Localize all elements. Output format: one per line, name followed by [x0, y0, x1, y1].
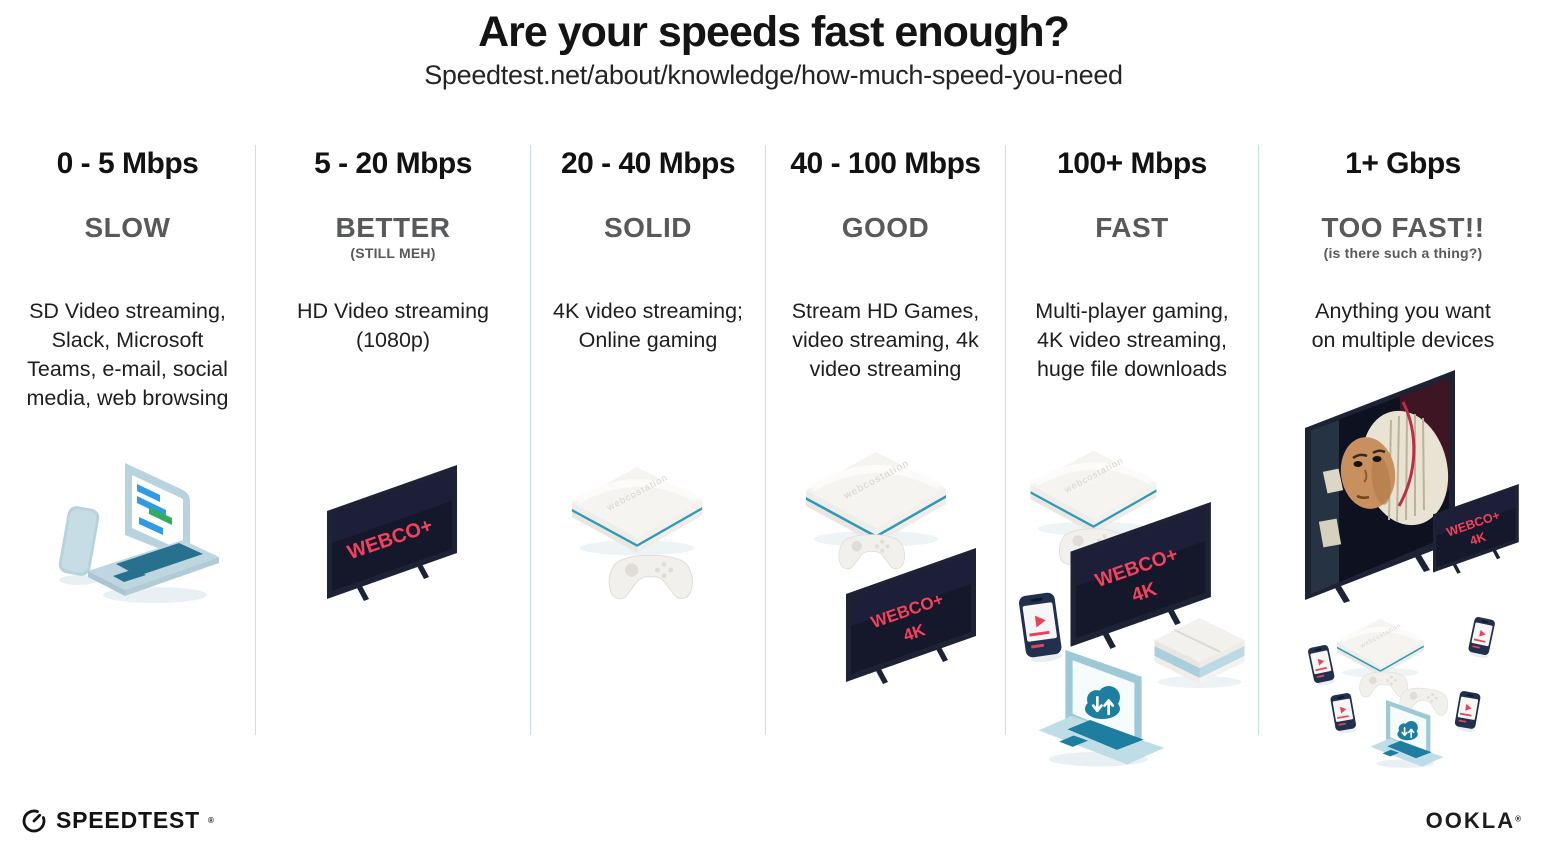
phone-video-icon: [1307, 644, 1336, 688]
phone-video-icon: [1329, 692, 1358, 735]
rating-label: SOLID: [603, 212, 693, 243]
laptop-cloud-download-icon: [1369, 699, 1445, 768]
speedtest-logo: SPEEDTEST ®: [20, 806, 214, 834]
speed-range: 1+ Gbps: [1345, 147, 1461, 180]
rating-note: (STILL MEH): [350, 245, 436, 262]
slim-console-icon: [1153, 617, 1246, 689]
column-40-100-mbps: 40 - 100 Mbps GOOD Stream HD Games, vide…: [765, 145, 1005, 735]
game-console-icon: webcostation: [1337, 619, 1424, 678]
phone-video-icon: [1453, 690, 1482, 733]
rating-note: (is there such a thing?): [1323, 245, 1483, 262]
rating-label: BETTER: [335, 212, 451, 243]
multi-device-illustration: webcostation WEBCO+ 4K: [1018, 438, 1246, 768]
use-case-description: Multi-player gaming, 4K video streaming,…: [1035, 299, 1229, 381]
use-case-description: Stream HD Games, video streaming, 4k vid…: [791, 299, 980, 381]
use-case-description: Anything you want on multiple devices: [1311, 299, 1495, 352]
ookla-wordmark: OOKLA: [1425, 808, 1516, 833]
header: Are your speeds fast enough? Speedtest.n…: [0, 8, 1547, 91]
use-case-description: SD Video streaming, Slack, Microsoft Tea…: [26, 299, 229, 410]
game-console-icon: webcostation: [1031, 451, 1157, 536]
everything-devices-illustration: WEBCO+ 4K webcostation: [1305, 370, 1519, 768]
tv-4k-icon: WEBCO+ 4K: [845, 548, 976, 684]
speed-range: 5 - 20 Mbps: [314, 147, 472, 180]
rating-label: TOO FAST!!: [1321, 212, 1485, 243]
phone-video-icon: [1467, 616, 1496, 660]
tv-icon: WEBCO+: [327, 465, 457, 601]
speed-range: 0 - 5 Mbps: [56, 147, 199, 180]
page-subtitle-url: Speedtest.net/about/knowledge/how-much-s…: [424, 60, 1123, 91]
column-20-40-mbps: 20 - 40 Mbps SOLID 4K video streaming; O…: [530, 145, 765, 735]
use-case-description: 4K video streaming; Online gaming: [552, 299, 743, 352]
speed-range: 100+ Mbps: [1057, 147, 1207, 180]
game-console-icon: webcostation: [806, 452, 946, 547]
laptop-chat-icon: [87, 463, 219, 596]
gamepad-icon: [608, 554, 693, 600]
speedtest-wordmark: SPEEDTEST: [56, 806, 200, 833]
gamepad-icon: [838, 534, 905, 570]
speedtest-gauge-icon: [22, 809, 46, 833]
console-and-4k-tv-illustration: webcostation WEBCO+ 4K: [786, 436, 976, 684]
gamepad-icon: [1359, 671, 1409, 698]
speed-columns: 0 - 5 Mbps SLOW SD Video streaming, Slac…: [0, 145, 1547, 768]
speedtest-trademark: ®: [207, 815, 214, 825]
game-console-illustration: webcostation: [558, 450, 738, 600]
phone-icon: [58, 506, 99, 576]
big-tv-movie-icon: [1305, 370, 1455, 603]
speed-range: 20 - 40 Mbps: [560, 147, 736, 180]
column-5-20-mbps: 5 - 20 Mbps BETTER (STILL MEH) HD Video …: [255, 145, 530, 735]
tv-4k-icon: WEBCO+ 4K: [1433, 484, 1519, 574]
laptop-cloud-download-icon: [1037, 648, 1166, 768]
laptop-and-phone-illustration: [58, 463, 219, 603]
ookla-trademark: ®: [1515, 814, 1521, 824]
column-1-plus-gbps: 1+ Gbps TOO FAST!! (is there such a thin…: [1258, 145, 1547, 768]
column-100-plus-mbps: 100+ Mbps FAST Multi-player gaming, 4K v…: [1005, 145, 1258, 768]
tv-4k-label: 4K: [1468, 530, 1488, 548]
phone-video-icon: [1018, 591, 1064, 665]
tv-4k-icon: WEBCO+ 4K: [1070, 502, 1211, 649]
hd-tv-illustration: WEBCO+: [327, 465, 457, 601]
column-0-5-mbps: 0 - 5 Mbps SLOW SD Video streaming, Slac…: [0, 145, 255, 735]
rating-label: GOOD: [841, 212, 930, 243]
ookla-logo: OOKLA®: [1426, 808, 1521, 834]
game-console-icon: webcostation: [572, 467, 702, 555]
use-case-description: HD Video streaming (1080p): [297, 299, 489, 352]
rating-label: SLOW: [84, 212, 171, 243]
page-title: Are your speeds fast enough?: [478, 8, 1070, 56]
speed-range: 40 - 100 Mbps: [790, 147, 981, 180]
rating-label: FAST: [1095, 212, 1169, 243]
